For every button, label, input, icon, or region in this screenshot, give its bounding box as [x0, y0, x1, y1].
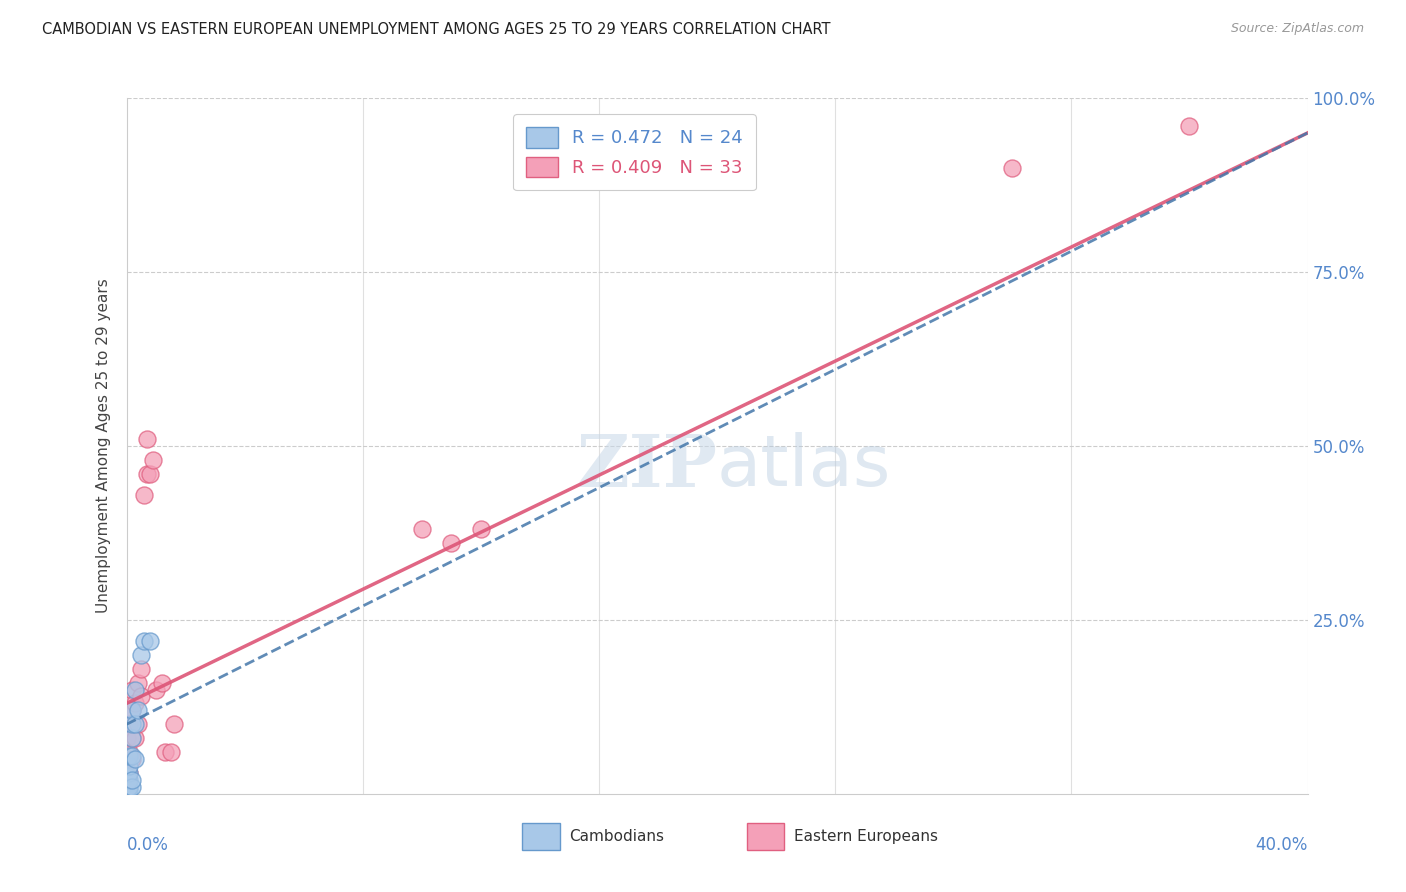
Point	[115, 776, 138, 790]
Legend: R = 0.472   N = 24, R = 0.409   N = 33: R = 0.472 N = 24, R = 0.409 N = 33	[513, 114, 756, 190]
Point	[121, 731, 143, 746]
Point	[121, 780, 143, 794]
Point	[115, 783, 138, 797]
Text: Cambodians: Cambodians	[569, 829, 665, 844]
Text: atlas: atlas	[717, 433, 891, 501]
Point	[115, 772, 138, 787]
Point	[115, 752, 138, 766]
Point	[134, 488, 156, 502]
Point	[150, 675, 173, 690]
Text: Eastern Europeans: Eastern Europeans	[794, 829, 938, 844]
Point	[440, 536, 463, 550]
Point	[121, 703, 143, 717]
Point	[121, 752, 143, 766]
Point	[115, 769, 138, 784]
Text: ZIP: ZIP	[576, 432, 717, 502]
Point	[127, 675, 149, 690]
Point	[136, 467, 159, 481]
Bar	[747, 823, 785, 849]
Point	[127, 703, 149, 717]
Point	[118, 766, 141, 780]
Point	[127, 717, 149, 731]
Point	[129, 690, 153, 704]
Point	[142, 453, 165, 467]
Point	[115, 731, 138, 746]
Point	[124, 682, 146, 697]
Point	[118, 772, 141, 787]
Bar	[522, 823, 560, 849]
Point	[115, 766, 138, 780]
Point	[121, 772, 143, 787]
Point	[124, 697, 146, 711]
Point	[129, 662, 153, 676]
Text: CAMBODIAN VS EASTERN EUROPEAN UNEMPLOYMENT AMONG AGES 25 TO 29 YEARS CORRELATION: CAMBODIAN VS EASTERN EUROPEAN UNEMPLOYME…	[42, 22, 831, 37]
Point	[411, 523, 433, 537]
Point	[118, 759, 141, 773]
Point	[118, 766, 141, 780]
Point	[118, 783, 141, 797]
Point	[163, 717, 186, 731]
Point	[115, 780, 138, 794]
Point	[124, 731, 146, 746]
Text: Source: ZipAtlas.com: Source: ZipAtlas.com	[1230, 22, 1364, 36]
Point	[1178, 119, 1201, 133]
Point	[136, 432, 159, 446]
Point	[121, 731, 143, 746]
Point	[134, 633, 156, 648]
Text: 0.0%: 0.0%	[127, 836, 169, 854]
Y-axis label: Unemployment Among Ages 25 to 29 years: Unemployment Among Ages 25 to 29 years	[96, 278, 111, 614]
Point	[139, 467, 162, 481]
Point	[121, 717, 143, 731]
Point	[115, 772, 138, 787]
Point	[159, 745, 183, 759]
Point	[121, 682, 143, 697]
Text: 40.0%: 40.0%	[1256, 836, 1308, 854]
Point	[121, 748, 143, 763]
Point	[129, 648, 153, 662]
Point	[118, 717, 141, 731]
Point	[124, 752, 146, 766]
Point	[139, 633, 162, 648]
Point	[124, 717, 146, 731]
Point	[121, 703, 143, 717]
Point	[118, 780, 141, 794]
Point	[145, 682, 167, 697]
Point	[470, 523, 492, 537]
Point	[118, 748, 141, 763]
Point	[153, 745, 176, 759]
Point	[1001, 161, 1024, 175]
Point	[118, 745, 141, 759]
Point	[115, 780, 138, 794]
